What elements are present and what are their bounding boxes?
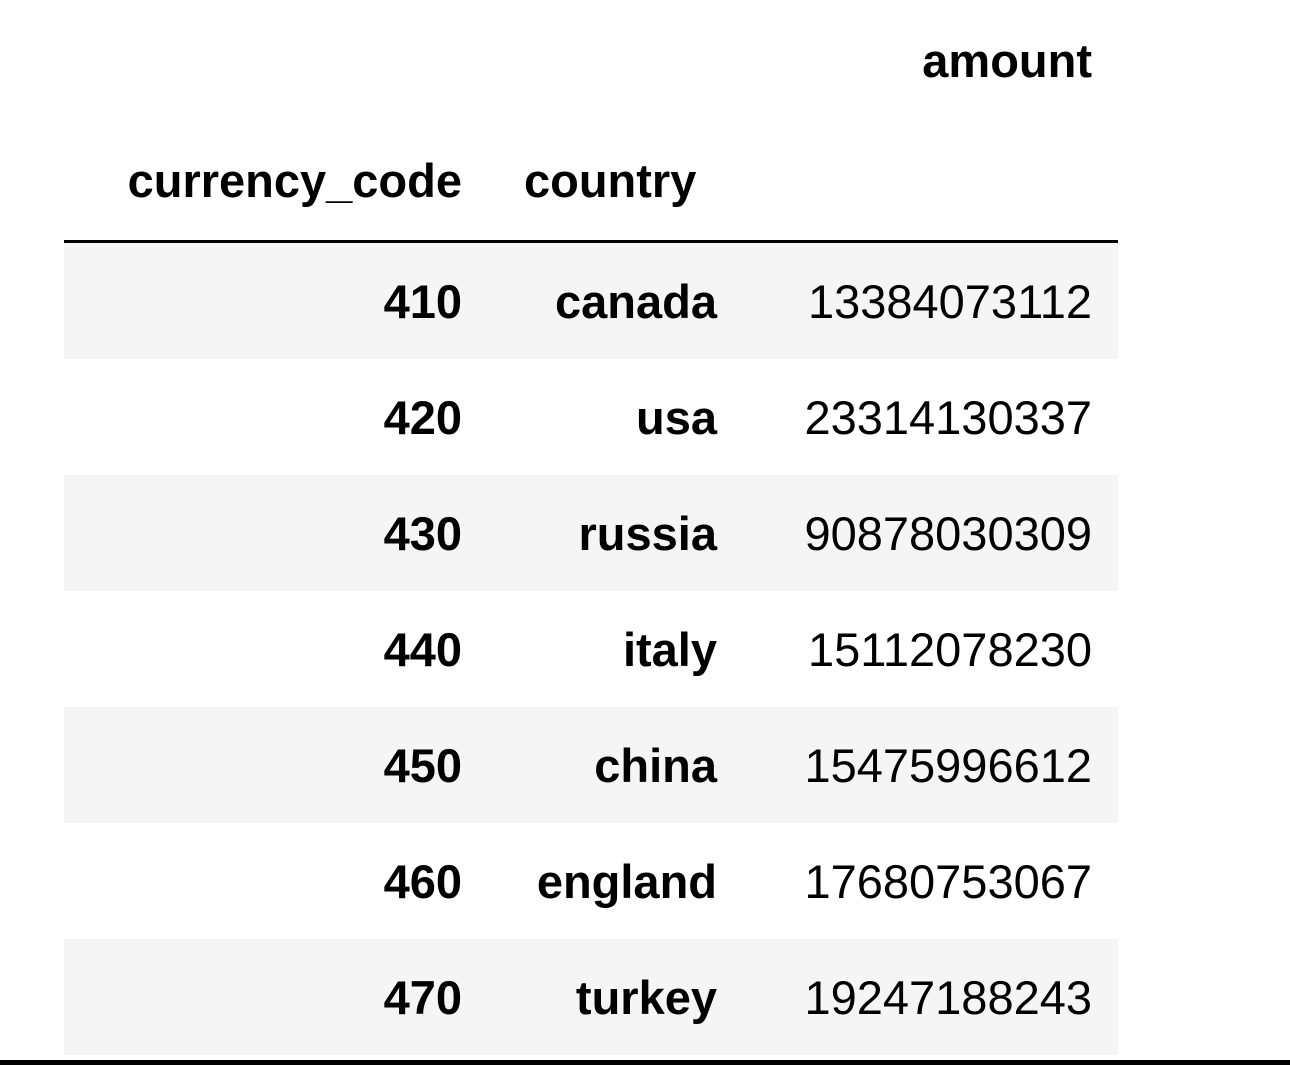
row-country: russia [578, 506, 717, 560]
row-amount: 15475996612 [804, 738, 1092, 792]
index-header-country: country [524, 153, 697, 207]
index-header-currency-code: currency_code [127, 153, 462, 207]
column-header-amount: amount [922, 33, 1092, 87]
bottom-rule [0, 1060, 1290, 1065]
row-country: turkey [575, 970, 717, 1024]
table-header: amount currency_code country [64, 0, 1118, 242]
row-amount: 15112078230 [807, 622, 1092, 676]
table-row: 440 italy 15112078230 [64, 591, 1118, 707]
table-row: 430 russia 90878030309 [64, 475, 1118, 591]
row-currency-code: 430 [383, 506, 462, 560]
row-amount: 23314130337 [804, 390, 1092, 444]
row-country: china [594, 738, 717, 792]
row-currency-code: 410 [383, 274, 462, 328]
row-country: england [536, 854, 717, 908]
row-country: usa [636, 390, 717, 444]
row-amount: 90878030309 [804, 506, 1092, 560]
dataframe-table: amount currency_code country 410 canada … [64, 0, 1118, 1055]
row-currency-code: 450 [383, 738, 462, 792]
table-row: 450 china 15475996612 [64, 707, 1118, 823]
row-amount: 13384073112 [807, 274, 1092, 328]
table-body: 410 canada 13384073112 420 usa 233141303… [64, 241, 1118, 1055]
row-currency-code: 470 [383, 970, 462, 1024]
table-row: 460 england 17680753067 [64, 823, 1118, 939]
table-row: 410 canada 13384073112 [64, 241, 1118, 359]
row-currency-code: 420 [383, 390, 462, 444]
header-spacer [64, 0, 462, 120]
table-row: 420 usa 23314130337 [64, 359, 1118, 475]
row-amount: 19247188243 [804, 970, 1092, 1024]
table-row: 470 turkey 19247188243 [64, 939, 1118, 1055]
header-row-columns: amount [64, 0, 1118, 120]
header-spacer [717, 120, 1118, 242]
row-currency-code: 440 [383, 622, 462, 676]
header-spacer [462, 0, 717, 120]
header-row-index-names: currency_code country [64, 120, 1118, 242]
row-country: italy [622, 622, 717, 676]
row-country: canada [555, 274, 717, 328]
row-amount: 17680753067 [804, 854, 1092, 908]
row-currency-code: 460 [383, 854, 462, 908]
